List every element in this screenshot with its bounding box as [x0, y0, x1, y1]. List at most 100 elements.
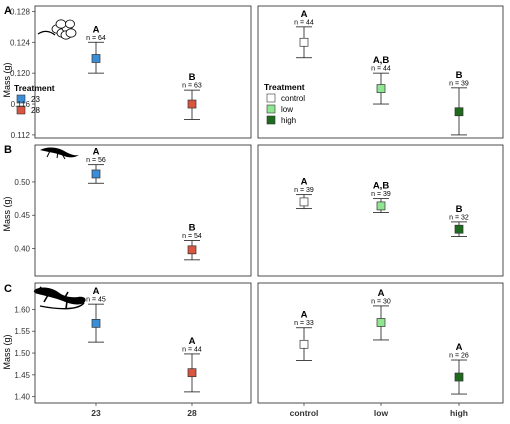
sample-size-label: n = 33 [294, 320, 314, 327]
mean-point-23 [91, 54, 101, 63]
y-axis-title-a: Mass (g) [2, 62, 12, 97]
mean-point-23 [91, 319, 101, 328]
y-tick-label: 1.40 [14, 393, 30, 402]
x-tick-label: 28 [187, 408, 197, 418]
x-tick-label: 23 [91, 408, 101, 418]
sample-size-label: n = 39 [294, 187, 314, 194]
mean-point-23 [91, 169, 101, 179]
sample-size-label: n = 63 [182, 83, 202, 90]
x-tick-label: low [374, 408, 389, 418]
panel-label-c: C [4, 283, 12, 295]
sample-size-label: n = 45 [86, 297, 106, 304]
legend-swatch-high [266, 115, 276, 125]
mean-point-high [454, 372, 464, 382]
legend-swatch-28 [16, 105, 26, 115]
legend-title: Treatment [264, 82, 305, 92]
mean-point-control [299, 339, 309, 349]
legend-swatch-control [266, 93, 276, 103]
mean-point-high [454, 224, 464, 234]
legend-swatch-low [266, 104, 276, 114]
significance-letter: A [456, 342, 463, 353]
legend-label-23: 23 [31, 95, 40, 104]
sample-size-label: n = 56 [86, 157, 106, 164]
x-tick-label: high [450, 408, 468, 418]
legend-title: Treatment [14, 83, 55, 93]
significance-letter: A [301, 310, 308, 321]
mean-point-low [376, 84, 386, 93]
sample-size-label: n = 26 [449, 353, 469, 360]
panel-border [34, 144, 252, 277]
sample-size-label: n = 54 [182, 233, 202, 240]
panel-border [257, 144, 504, 277]
adult-salamander-icon [33, 286, 86, 310]
significance-letter: B [189, 223, 196, 234]
significance-letter: A [189, 336, 196, 347]
sample-size-label: n = 39 [449, 80, 469, 87]
panel-label-b: B [4, 144, 12, 156]
significance-letter: B [189, 72, 196, 83]
y-axis-title-b: Mass (g) [2, 196, 12, 231]
sample-size-label: n = 64 [86, 35, 106, 42]
mean-point-low [376, 201, 386, 211]
legend-temperature: Treatment 23 28 [14, 83, 55, 115]
legend-label-high: high [281, 116, 296, 125]
significance-letter: B [456, 204, 463, 215]
mean-point-28 [187, 368, 197, 378]
mean-point-control [299, 37, 309, 47]
mean-point-control [299, 197, 309, 207]
significance-letter: A [301, 9, 308, 20]
y-tick-label: 0.40 [14, 245, 30, 254]
panel-label-a: A [4, 5, 12, 17]
legend-label-control: control [281, 94, 305, 103]
sample-size-label: n = 44 [182, 346, 202, 353]
legend-label-28: 28 [31, 106, 40, 115]
sample-size-label: n = 44 [371, 66, 391, 73]
egg-cluster-icon [37, 19, 77, 40]
significance-letter: A,B [373, 55, 390, 66]
sample-size-label: n = 44 [294, 19, 314, 26]
panel-border [34, 282, 252, 404]
significance-letter: A,B [373, 181, 390, 192]
y-tick-label: 0.112 [11, 131, 31, 140]
panel-border [257, 282, 504, 404]
legend-swatch-23 [16, 94, 26, 104]
mean-point-high [454, 107, 464, 117]
mean-point-low [376, 318, 386, 327]
y-tick-label: 0.116 [11, 100, 31, 109]
mean-point-28 [187, 99, 197, 109]
sample-size-label: n = 39 [371, 191, 391, 198]
y-tick-label: 0.128 [10, 7, 31, 16]
significance-letter: A [93, 286, 100, 297]
legend-food: Treatment control low high [264, 82, 305, 125]
significance-letter: A [93, 147, 100, 158]
panel-border [257, 5, 504, 139]
y-tick-label: 0.45 [14, 211, 30, 220]
y-axis-title-c: Mass (g) [2, 334, 12, 369]
y-tick-label: 1.45 [14, 371, 30, 380]
y-tick-label: 1.60 [14, 305, 30, 314]
y-tick-label: 1.55 [14, 327, 30, 336]
y-tick-label: 0.120 [10, 69, 31, 78]
panel-border [34, 5, 252, 139]
y-tick-label: 1.50 [14, 349, 30, 358]
sample-size-label: n = 30 [371, 298, 391, 305]
y-tick-label: 0.124 [10, 38, 31, 47]
x-tick-label: control [290, 408, 319, 418]
significance-letter: A [301, 177, 308, 188]
significance-letter: A [93, 24, 100, 35]
sample-size-label: n = 32 [449, 214, 469, 221]
significance-letter: B [456, 70, 463, 81]
y-tick-label: 0.50 [14, 178, 30, 187]
significance-letter: A [378, 288, 385, 299]
hatchling-icon [40, 147, 79, 160]
legend-label-low: low [281, 105, 293, 114]
mean-point-28 [187, 245, 197, 255]
